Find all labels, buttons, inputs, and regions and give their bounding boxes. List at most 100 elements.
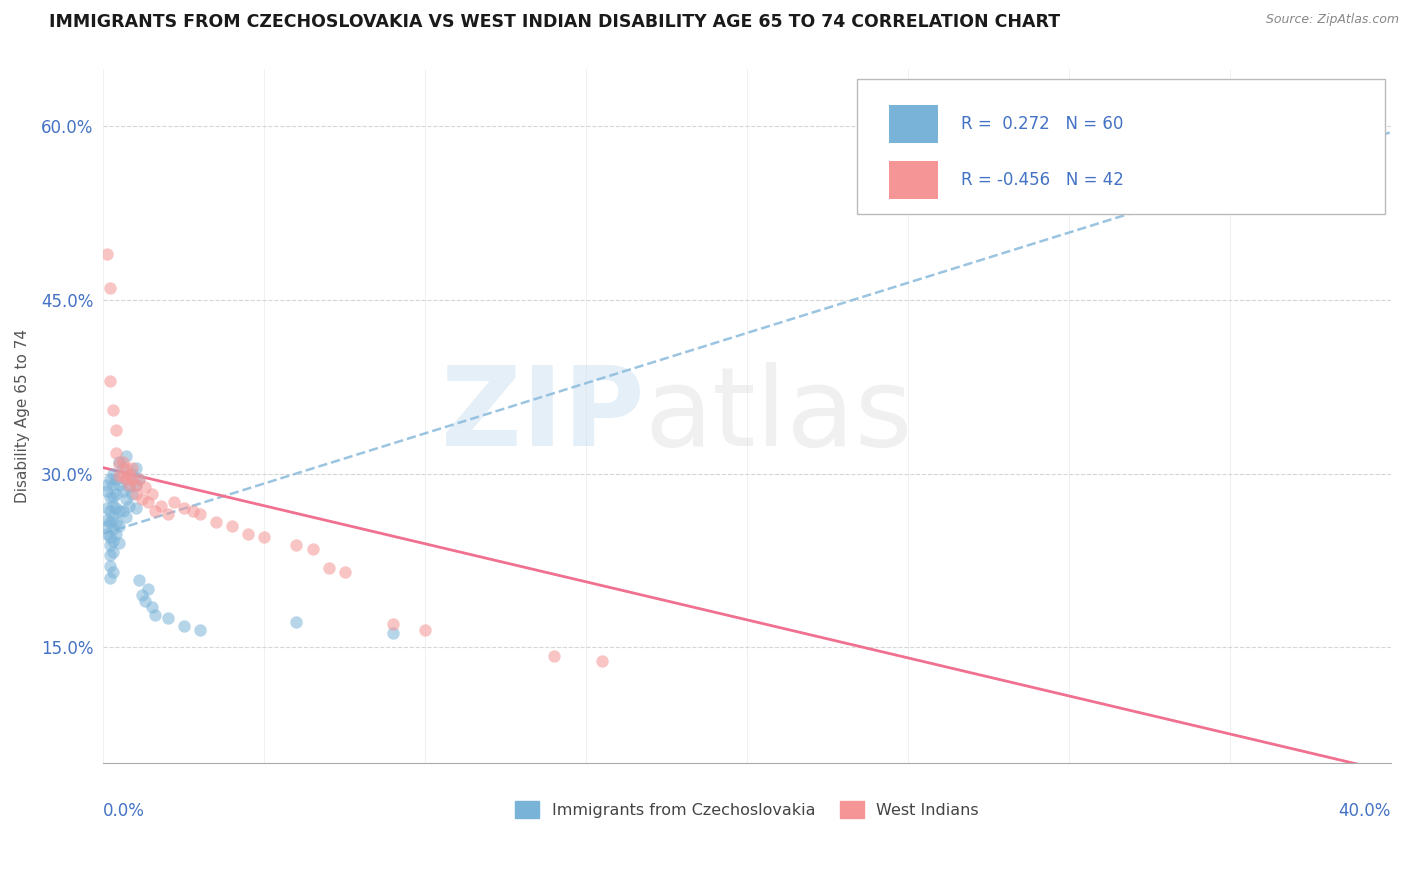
Point [118, 467, 141, 481]
Point [111, 468, 134, 483]
Text: R =  0.272   N = 60: R = 0.272 N = 60 [960, 115, 1123, 133]
Point [101, 545, 124, 559]
Point [96, 501, 118, 516]
Point [124, 487, 146, 501]
Point [138, 582, 160, 597]
Point [253, 530, 276, 544]
Point [105, 515, 128, 529]
Point [591, 654, 613, 668]
Point [382, 626, 405, 640]
Point [221, 518, 243, 533]
Point [105, 487, 128, 501]
Point [115, 510, 138, 524]
Point [141, 599, 163, 614]
Point [131, 491, 153, 506]
Point [138, 495, 160, 509]
Point [115, 460, 138, 475]
Point [98, 490, 121, 504]
Point [238, 526, 260, 541]
Point [115, 472, 138, 486]
Point [98, 571, 121, 585]
Point [143, 607, 166, 622]
Point [188, 623, 211, 637]
Point [101, 510, 124, 524]
Point [173, 619, 195, 633]
Point [98, 538, 121, 552]
Point [96, 513, 118, 527]
Point [105, 445, 128, 459]
Point [111, 460, 134, 475]
Point [111, 503, 134, 517]
Point [118, 478, 141, 492]
Point [333, 565, 356, 579]
Point [183, 503, 205, 517]
Point [105, 526, 128, 541]
Point [413, 623, 436, 637]
Point [98, 530, 121, 544]
Point [108, 536, 131, 550]
Point [115, 491, 138, 506]
FancyBboxPatch shape [889, 161, 938, 199]
Point [96, 478, 118, 492]
Point [101, 499, 124, 513]
Text: IMMIGRANTS FROM CZECHOSLOVAKIA VS WEST INDIAN DISABILITY AGE 65 TO 74 CORRELATIO: IMMIGRANTS FROM CZECHOSLOVAKIA VS WEST I… [49, 13, 1060, 31]
Point [543, 649, 565, 664]
Text: 40.0%: 40.0% [1339, 802, 1391, 820]
Point [108, 503, 131, 517]
Point [128, 472, 150, 486]
Point [105, 501, 128, 516]
Point [96, 518, 118, 533]
Point [98, 515, 121, 529]
Text: Source: ZipAtlas.com: Source: ZipAtlas.com [1265, 13, 1399, 27]
Text: 0.0%: 0.0% [103, 802, 145, 820]
Point [98, 374, 121, 388]
Point [101, 522, 124, 536]
Point [163, 495, 186, 509]
Point [101, 490, 124, 504]
Point [124, 478, 146, 492]
Point [156, 507, 179, 521]
Point [128, 472, 150, 486]
Point [108, 478, 131, 492]
Text: R = -0.456   N = 42: R = -0.456 N = 42 [960, 170, 1123, 188]
Point [285, 615, 308, 629]
Point [121, 487, 143, 501]
Point [115, 472, 138, 486]
Point [124, 478, 146, 492]
Point [382, 616, 405, 631]
Point [101, 467, 124, 481]
Point [124, 501, 146, 516]
Text: atlas: atlas [644, 362, 912, 469]
Point [96, 246, 118, 260]
Point [141, 487, 163, 501]
Point [108, 457, 131, 471]
FancyBboxPatch shape [856, 78, 1385, 214]
Point [96, 483, 118, 498]
Point [301, 541, 323, 556]
Point [98, 503, 121, 517]
Point [108, 455, 131, 469]
Point [98, 281, 121, 295]
Point [134, 594, 156, 608]
Point [188, 507, 211, 521]
Point [108, 518, 131, 533]
Point [121, 467, 143, 481]
FancyBboxPatch shape [889, 105, 938, 143]
Point [124, 460, 146, 475]
Point [118, 499, 141, 513]
Point [111, 483, 134, 498]
Text: ZIP: ZIP [440, 362, 644, 469]
Point [96, 526, 118, 541]
Point [98, 548, 121, 562]
Point [285, 538, 308, 552]
Point [121, 472, 143, 486]
Point [101, 533, 124, 548]
Point [111, 455, 134, 469]
Point [134, 480, 156, 494]
Point [115, 449, 138, 463]
Point [105, 423, 128, 437]
Point [108, 468, 131, 483]
Point [98, 559, 121, 574]
Y-axis label: Disability Age 65 to 74: Disability Age 65 to 74 [15, 328, 30, 503]
Point [205, 515, 228, 529]
